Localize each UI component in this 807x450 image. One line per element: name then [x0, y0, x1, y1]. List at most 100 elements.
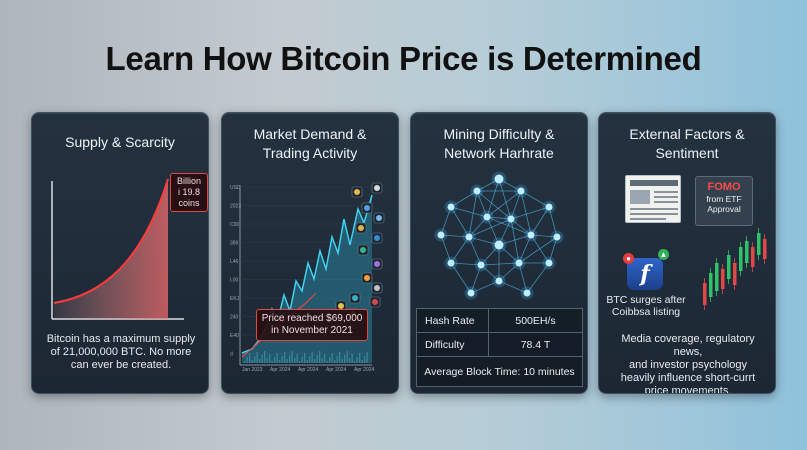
supply-description: Bitcoin has a maximum supply of 21,000,0… — [46, 333, 196, 371]
network-edge — [498, 178, 512, 220]
network-node — [553, 233, 561, 241]
candle-body — [709, 273, 713, 297]
network-edge — [450, 236, 470, 264]
candle-body — [727, 255, 731, 279]
network-edge — [470, 280, 500, 294]
demand-y-tick: EKJ — [230, 296, 240, 302]
candle-body — [703, 283, 707, 305]
demand-y-tick: C00 — [230, 222, 239, 228]
fomo-headline: FOMO from ETF Approval — [695, 176, 753, 226]
network-edge — [548, 236, 558, 264]
network-node — [477, 261, 485, 269]
supply-callout: Billion i 19.8 coins — [170, 173, 208, 212]
mining-card-title: Mining Difficulty & Network Harhrate — [443, 126, 555, 161]
floating-app-icon-glyph — [338, 303, 344, 309]
network-edge — [440, 206, 452, 236]
demand-card: Market Demand & Trading Activity USD 2023… — [221, 112, 399, 394]
demand-y-tick: E40 — [230, 333, 239, 339]
network-edge — [520, 190, 532, 236]
network-node — [494, 240, 504, 250]
floating-app-icon-glyph — [354, 189, 360, 195]
external-card-title: External Factors & Sentiment — [629, 126, 745, 161]
exchange-app-icon: f — [627, 258, 663, 290]
network-edge — [450, 206, 488, 218]
floating-app-icon-glyph — [372, 299, 378, 305]
stats-row-hashrate: Hash Rate 500EH/s — [417, 309, 582, 333]
network-node — [437, 231, 445, 239]
notification-red-icon: ● — [623, 253, 634, 264]
network-edge — [476, 190, 512, 220]
candle-body — [757, 233, 761, 255]
network-edge — [510, 190, 522, 220]
network-node — [447, 203, 455, 211]
network-edge — [518, 236, 558, 264]
newspaper-icon — [625, 175, 681, 223]
network-edge — [450, 262, 482, 266]
network-edge — [440, 234, 470, 238]
network-edge — [510, 218, 520, 264]
network-edge — [498, 262, 520, 282]
network-node — [515, 259, 523, 267]
external-description: Media coverage, regulatory news, and inv… — [620, 333, 756, 394]
demand-y-tick: 389 — [230, 241, 239, 247]
network-edge — [450, 262, 472, 294]
demand-x-tick: Jan 2023 — [242, 367, 263, 373]
network-edge — [440, 234, 452, 264]
candlestick-chart-illustration — [703, 228, 767, 310]
network-edge — [530, 206, 550, 236]
network-edge — [518, 262, 528, 294]
stats-row-block-time: Average Block Time: 10 minutes — [424, 365, 575, 378]
floating-app-icon-glyph — [374, 235, 380, 241]
mining-stats-table: Hash Rate 500EH/s Difficulty 78.4 T Aver… — [416, 308, 583, 387]
supply-curve-chart — [51, 178, 184, 320]
demand-y-tick: 2023 — [230, 204, 241, 210]
floating-app-icon-glyph — [374, 261, 380, 267]
network-edge — [548, 206, 558, 238]
floating-app-icon-glyph — [364, 205, 370, 211]
stats-row-difficulty: Difficulty 78.4 T — [417, 333, 582, 357]
network-edge — [486, 216, 532, 236]
network-edge — [510, 218, 532, 236]
supply-area — [54, 179, 168, 319]
candle-body — [715, 263, 719, 291]
network-node — [495, 277, 503, 285]
demand-x-tick: Apr 2024 — [354, 367, 375, 373]
floating-app-icon-glyph — [352, 295, 358, 301]
candle-body — [751, 247, 755, 267]
network-edge — [468, 218, 512, 238]
network-edge — [480, 264, 500, 282]
page-title: Learn How Bitcoin Price is Determined — [105, 40, 702, 77]
network-graph-illustration — [434, 171, 564, 300]
supply-card-title: Supply & Scarcity — [65, 134, 175, 150]
candle-body — [733, 263, 737, 285]
demand-y-tick: L00 — [230, 278, 239, 284]
demand-x-tick: Apr 2024 — [298, 367, 319, 373]
supply-card: Supply & Scarcity Billion i 19.8 coins B… — [31, 112, 209, 394]
network-edge — [450, 190, 478, 208]
floating-app-icon-glyph — [376, 215, 382, 221]
network-edge — [510, 206, 550, 220]
candle-body — [739, 247, 743, 271]
network-node — [507, 215, 515, 223]
network-node — [473, 187, 481, 195]
network-node — [523, 289, 531, 297]
network-node — [517, 187, 525, 195]
demand-card-title: Market Demand & Trading Activity — [253, 126, 367, 161]
surge-caption: BTC surges after Coibbsa listing — [606, 294, 686, 318]
network-edge — [486, 216, 512, 220]
network-edge — [526, 262, 550, 294]
network-edge — [530, 234, 558, 238]
floating-app-icon-glyph — [360, 247, 366, 253]
network-edge — [468, 216, 488, 238]
floating-app-icon-glyph — [364, 275, 370, 281]
network-edge — [498, 234, 532, 246]
network-node — [467, 289, 475, 297]
demand-price-chart: USD 2023 C00 389 L46 L00 EKJ 240 E40 d Jan 2023 Apr… — [230, 182, 385, 373]
floating-app-icon-glyph — [358, 225, 364, 231]
floating-app-icon-glyph — [374, 185, 380, 191]
demand-y-tick: L46 — [230, 259, 239, 265]
network-edge — [486, 178, 500, 218]
demand-x-tick: Apr 2024 — [326, 367, 347, 373]
candle-body — [721, 269, 725, 289]
network-edge — [518, 234, 532, 264]
